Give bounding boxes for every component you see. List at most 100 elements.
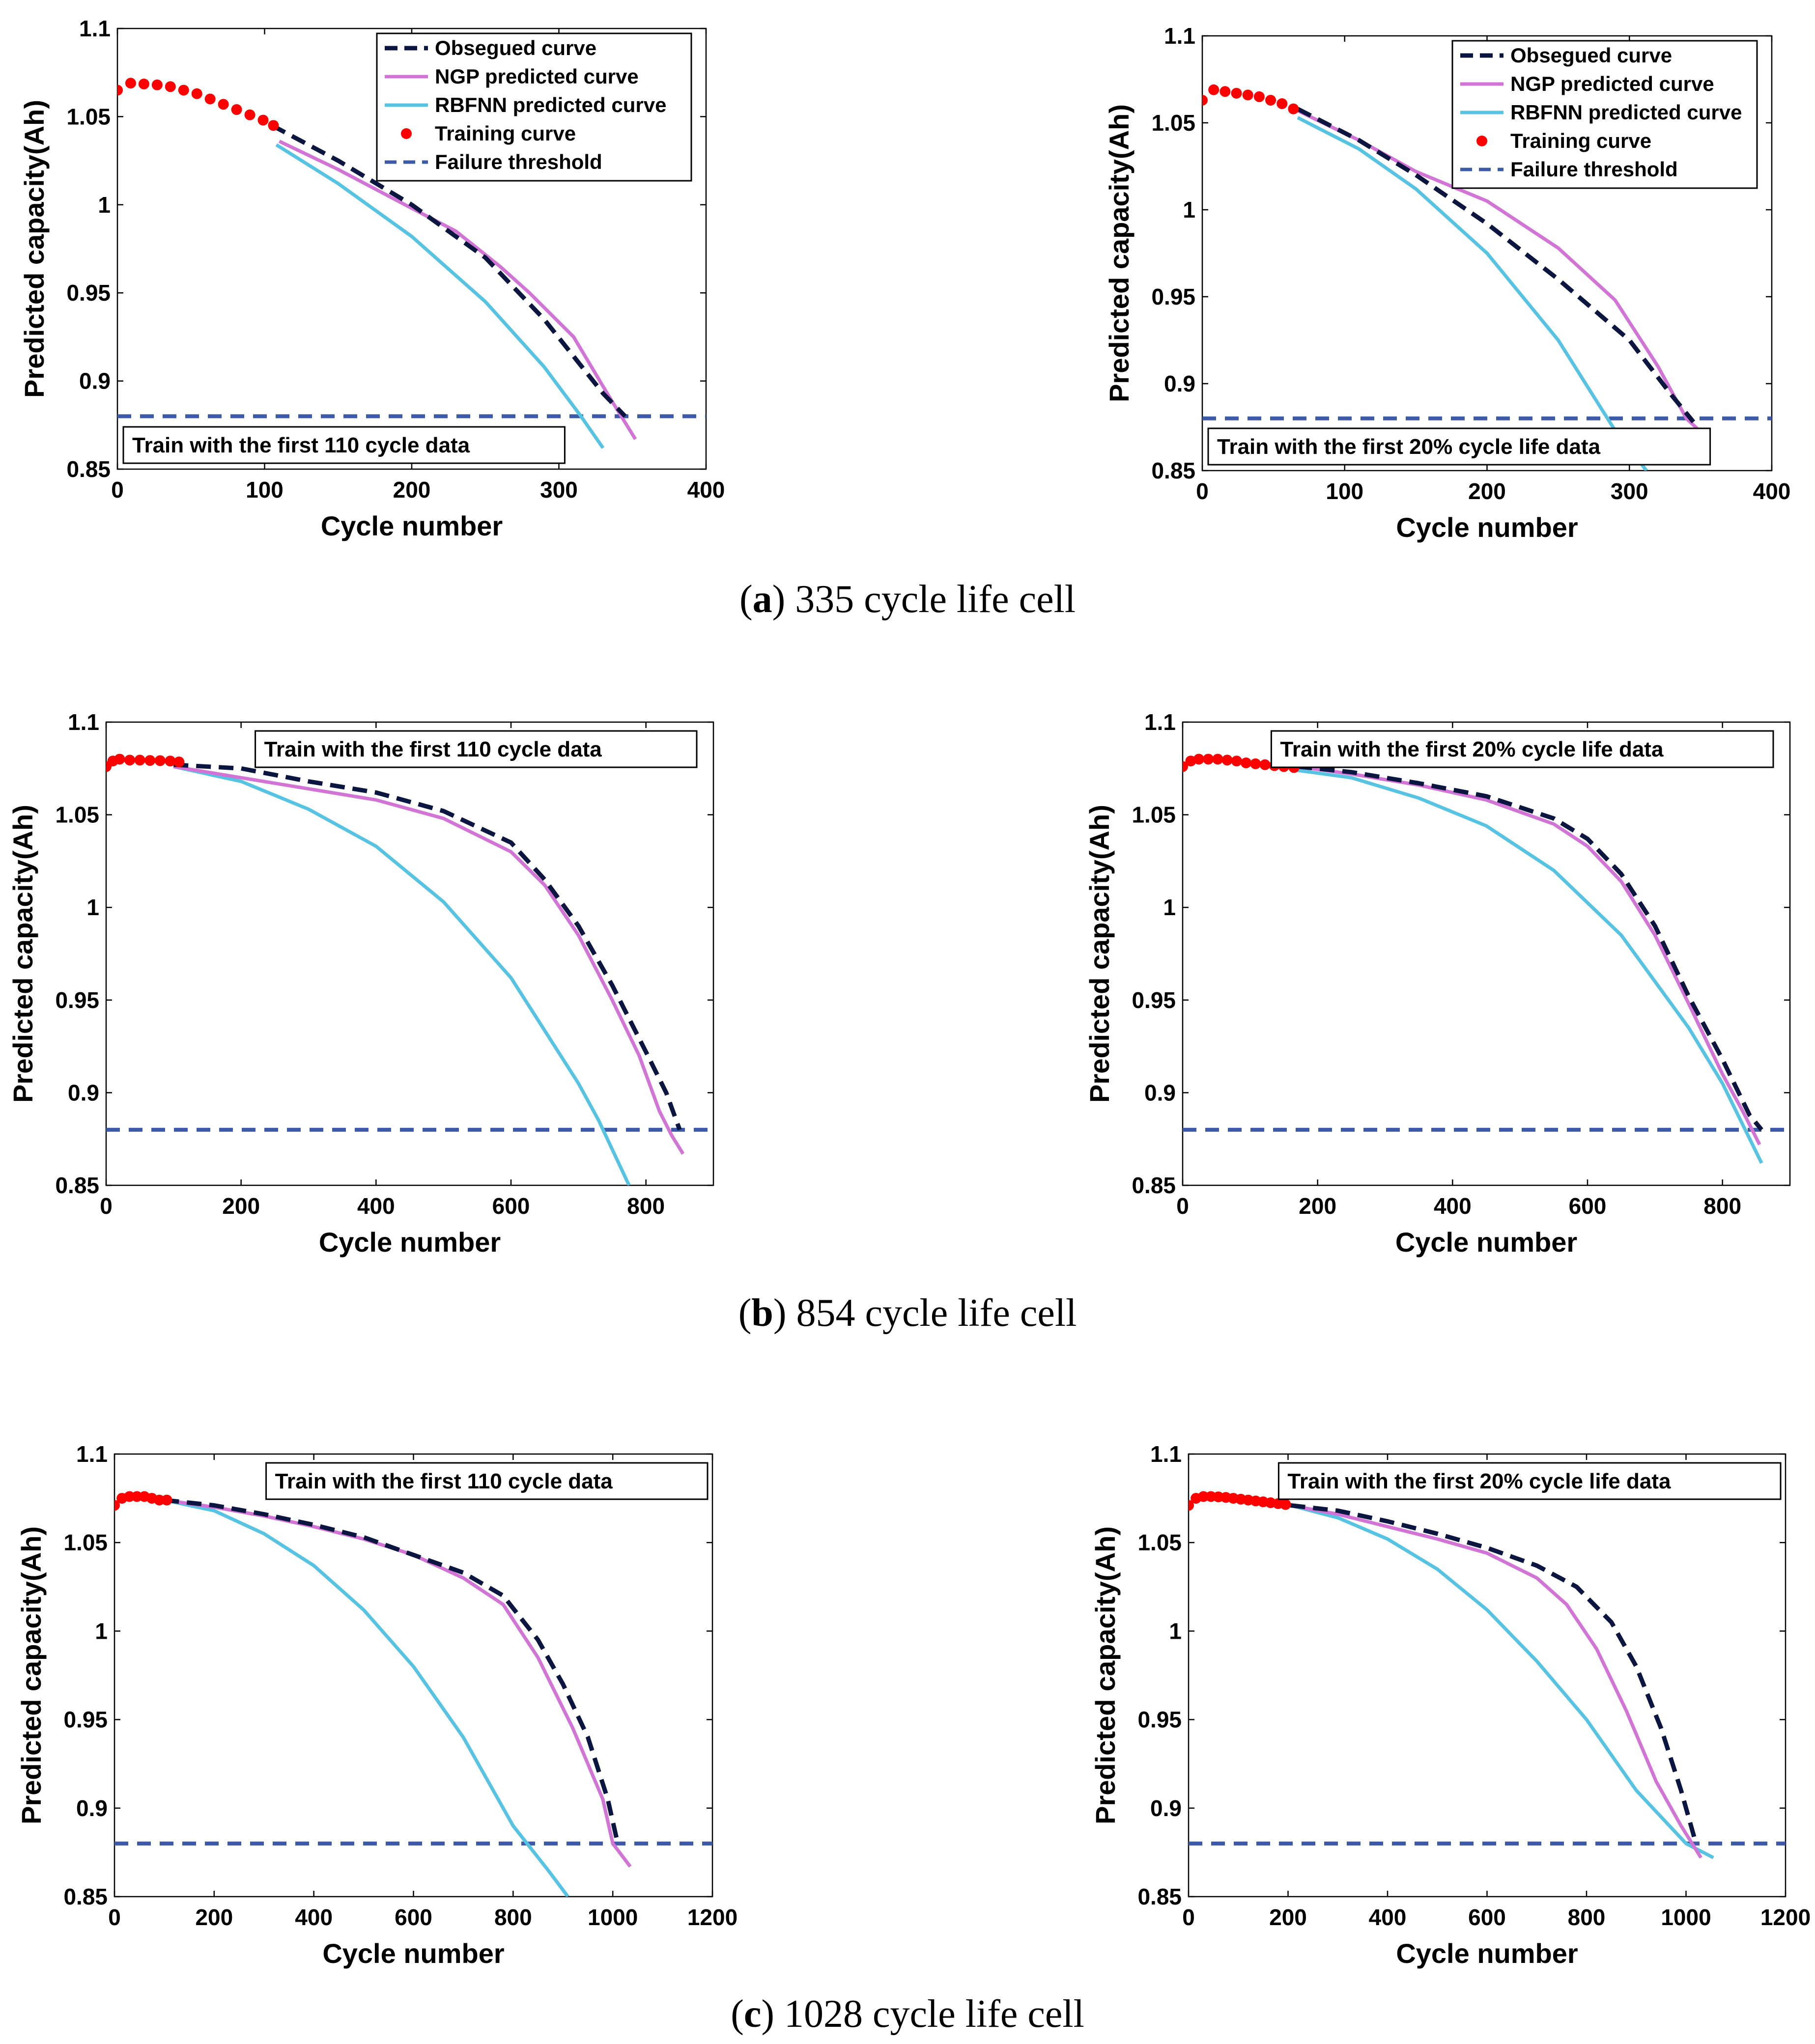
legend-box (376, 32, 692, 182)
legend-marker (1476, 136, 1487, 146)
y-tick-label: 0.85 (1137, 1884, 1182, 1909)
y-tick-label: 1.05 (1137, 1530, 1182, 1555)
axes-box (1182, 721, 1791, 1186)
y-tick-label: 1 (98, 192, 111, 218)
y-tick-label: 0.95 (66, 280, 111, 306)
caption-letter: c (743, 1992, 762, 2036)
annotation-text: Train with the first 110 cycle data (275, 1469, 613, 1493)
training-point (1231, 87, 1242, 99)
caption-text: 854 cycle life cell (786, 1291, 1077, 1335)
training-point (1253, 91, 1265, 102)
x-tick-label: 400 (357, 1193, 395, 1219)
rbfnn-curve (1290, 1504, 1714, 1859)
x-tick-label: 200 (222, 1193, 260, 1219)
training-point (1202, 94, 1208, 106)
x-axis-label: Cycle number (1395, 1227, 1577, 1258)
training-point (125, 78, 136, 89)
ngp-curve (278, 140, 637, 440)
training-point (1259, 759, 1271, 770)
x-tick-label: 1200 (1760, 1904, 1811, 1930)
observed-curve (164, 1498, 620, 1844)
x-tick-label: 200 (393, 477, 431, 503)
chart-c-left: 0 200 400 600 800 1000 1200 0.85 0.9 0.95 1 1.05 1.1… (16, 1441, 737, 1969)
legend: Obsegued curve NGP predicted curve RBFNN p… (376, 32, 692, 182)
y-tick-label: 0.85 (66, 456, 111, 482)
rbfnn-curve (173, 765, 631, 1185)
training-point (1193, 754, 1204, 765)
annotation-text: Train with the first 20% cycle life data (1217, 435, 1601, 459)
caption-letter: a (752, 578, 772, 621)
y-tick-label: 1.05 (1151, 110, 1195, 136)
y-tick-label: 0.85 (1132, 1173, 1176, 1198)
legend-marker (401, 128, 412, 139)
ngp-curve (173, 765, 685, 1155)
training-point (173, 756, 185, 768)
observed-curve (1290, 1503, 1699, 1845)
y-tick-label: 1.1 (1150, 1441, 1182, 1467)
y-tick-label: 0.85 (63, 1884, 108, 1909)
annotation-box (255, 730, 698, 768)
y-tick-label: 1 (86, 895, 99, 920)
training-point (114, 1500, 120, 1511)
chart-b-left: 0 200 400 600 800 0.85 0.9 0.95 1 1.05 1.1 Cycle nu… (7, 709, 714, 1258)
y-tick-label: 1.05 (63, 1530, 108, 1555)
axes-box (105, 721, 714, 1186)
training-point (1280, 1499, 1291, 1510)
legend-box (1451, 40, 1758, 189)
y-axis-label: Predicted capacity(Ah) (1090, 1526, 1121, 1824)
y-axis-label: Predicted capacity(Ah) (19, 100, 50, 398)
training-point (1203, 754, 1214, 765)
x-tick-label: 100 (1326, 478, 1363, 504)
training-point (154, 1494, 165, 1506)
x-axis-label: Cycle number (1396, 512, 1578, 543)
training-point (1241, 757, 1252, 768)
training-point (124, 1491, 135, 1502)
annotation-text: Train with the first 110 cycle data (264, 737, 602, 761)
training-point (1185, 756, 1196, 767)
caption-letter: b (751, 1291, 773, 1335)
plot-area (1189, 1491, 1786, 1859)
x-tick-label: 800 (494, 1904, 532, 1930)
legend: Obsegued curve NGP predicted curve RBFNN p… (1451, 40, 1758, 189)
x-tick-label: 300 (1611, 478, 1648, 504)
x-tick-label: 400 (1369, 1904, 1407, 1930)
x-tick-label: 300 (540, 477, 578, 503)
training-point (165, 81, 176, 92)
legend-label: Failure threshold (1510, 158, 1678, 181)
y-axis-label: Predicted capacity(Ah) (1104, 104, 1134, 402)
chart-c-right: 0 200 400 600 800 1000 1200 0.85 0.9 0.95 1 1.05 1.1… (1090, 1441, 1811, 1969)
legend-label: Failure threshold (435, 150, 602, 173)
x-tick-label: 200 (1468, 478, 1506, 504)
x-tick-label: 200 (1299, 1193, 1336, 1219)
training-point (218, 99, 229, 110)
training-point (117, 84, 123, 96)
x-tick-label: 400 (295, 1904, 333, 1930)
y-axis-label: Predicted capacity(Ah) (1084, 805, 1115, 1103)
x-tick-label: 0 (111, 477, 124, 503)
training-point (161, 1494, 172, 1506)
plot-area (1202, 84, 1772, 471)
x-tick-label: 800 (1568, 1904, 1606, 1930)
training-point (151, 79, 163, 90)
training-point (268, 120, 279, 131)
training-point (1288, 103, 1299, 114)
training-point (244, 109, 255, 120)
x-axis-label: Cycle number (322, 1938, 504, 1969)
plot-area (114, 1491, 712, 1897)
x-tick-label: 800 (627, 1193, 665, 1219)
chart-b-right: 0 200 400 600 800 0.85 0.9 0.95 1 1.05 1.1 Cycle nu… (1084, 709, 1791, 1258)
training-point (1250, 758, 1261, 769)
x-tick-label: 200 (195, 1904, 233, 1930)
x-axis-label: Cycle number (319, 1227, 501, 1258)
ngp-curve (1297, 765, 1761, 1146)
y-tick-label: 1.05 (66, 104, 111, 129)
plot-area (106, 754, 713, 1185)
training-point (1231, 756, 1242, 767)
training-point (178, 84, 189, 96)
y-tick-label: 1.1 (1144, 709, 1176, 735)
legend-label: Obsegued curve (1510, 44, 1672, 67)
plot-area (1183, 754, 1790, 1164)
caption-text: 1028 cycle life cell (774, 1992, 1084, 2036)
training-point (1212, 754, 1223, 765)
